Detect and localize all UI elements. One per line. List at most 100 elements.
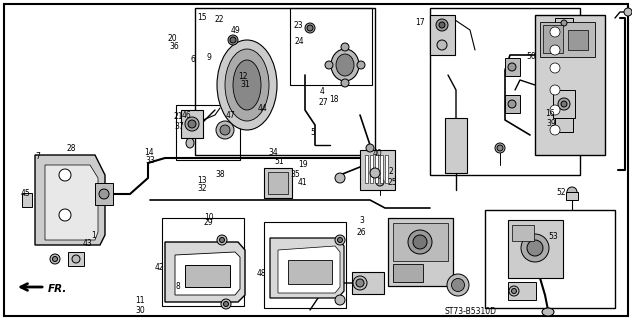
- Text: 24: 24: [295, 37, 305, 46]
- Bar: [568, 30, 588, 50]
- Text: 14: 14: [143, 148, 154, 156]
- Text: 23: 23: [293, 21, 303, 30]
- Bar: [393, 264, 423, 282]
- Text: 34: 34: [268, 148, 278, 156]
- Circle shape: [230, 37, 236, 43]
- Circle shape: [439, 22, 445, 28]
- Polygon shape: [278, 246, 340, 293]
- Circle shape: [228, 35, 238, 45]
- Ellipse shape: [233, 60, 261, 110]
- Text: 30: 30: [135, 306, 145, 315]
- Bar: [555, 18, 573, 28]
- Text: 21: 21: [173, 112, 183, 121]
- Text: 27: 27: [319, 98, 329, 107]
- Bar: [430, 15, 455, 55]
- Text: 4: 4: [320, 87, 325, 96]
- Circle shape: [50, 254, 60, 264]
- Bar: [543, 25, 563, 53]
- Bar: [535, 15, 605, 155]
- Text: 2: 2: [388, 167, 393, 176]
- Circle shape: [305, 23, 315, 33]
- Circle shape: [335, 295, 345, 305]
- Circle shape: [521, 234, 549, 262]
- Circle shape: [558, 98, 570, 110]
- Circle shape: [185, 117, 199, 131]
- Text: 13: 13: [197, 176, 207, 185]
- Text: 47: 47: [226, 111, 236, 120]
- Circle shape: [59, 209, 71, 221]
- Circle shape: [508, 63, 516, 71]
- Text: 18: 18: [329, 95, 339, 104]
- Text: 15: 15: [197, 13, 207, 22]
- Bar: [375, 155, 378, 183]
- Text: 53: 53: [548, 232, 558, 241]
- Bar: [388, 218, 453, 286]
- Bar: [540, 22, 595, 57]
- Bar: [370, 155, 373, 183]
- Bar: [288, 260, 332, 284]
- Text: 52: 52: [556, 188, 566, 196]
- Text: 5: 5: [310, 128, 315, 137]
- Circle shape: [436, 19, 448, 31]
- Text: 10: 10: [204, 213, 214, 222]
- Ellipse shape: [336, 54, 354, 76]
- Polygon shape: [175, 252, 240, 295]
- Circle shape: [413, 235, 427, 249]
- Text: 49: 49: [230, 26, 240, 35]
- Text: 26: 26: [356, 228, 367, 236]
- Text: 43: 43: [82, 239, 92, 248]
- Bar: [555, 118, 573, 132]
- Bar: [393, 223, 448, 261]
- Circle shape: [550, 27, 560, 37]
- Ellipse shape: [331, 49, 359, 81]
- Text: FR.: FR.: [48, 284, 68, 294]
- Bar: [268, 172, 288, 194]
- Circle shape: [59, 169, 71, 181]
- Circle shape: [335, 235, 345, 245]
- Text: 44: 44: [257, 104, 267, 113]
- Polygon shape: [270, 238, 344, 298]
- Bar: [95, 183, 113, 205]
- Circle shape: [99, 189, 109, 199]
- Polygon shape: [45, 165, 98, 240]
- Text: 40: 40: [372, 149, 382, 158]
- Bar: [365, 155, 368, 183]
- Bar: [566, 192, 578, 200]
- Text: 39: 39: [547, 119, 557, 128]
- Circle shape: [341, 43, 349, 51]
- Bar: [290, 8, 372, 85]
- Circle shape: [550, 125, 560, 135]
- Bar: [505, 58, 520, 76]
- Text: 35: 35: [291, 170, 301, 179]
- Text: 8: 8: [176, 282, 181, 291]
- Text: 12: 12: [238, 72, 248, 81]
- Circle shape: [72, 255, 80, 263]
- Text: 16: 16: [545, 109, 555, 118]
- Bar: [195, 8, 375, 155]
- Circle shape: [561, 20, 567, 26]
- Circle shape: [337, 237, 343, 243]
- Polygon shape: [35, 155, 105, 245]
- Text: 36: 36: [169, 42, 179, 51]
- Circle shape: [550, 45, 560, 55]
- Text: 32: 32: [197, 184, 207, 193]
- Text: 42: 42: [154, 263, 164, 272]
- Bar: [162, 218, 244, 306]
- Circle shape: [370, 168, 380, 178]
- Circle shape: [497, 145, 503, 151]
- Bar: [360, 150, 395, 190]
- Bar: [508, 220, 563, 278]
- Circle shape: [356, 279, 364, 287]
- Bar: [22, 193, 32, 207]
- Bar: [385, 155, 388, 183]
- Text: 33: 33: [145, 156, 155, 164]
- Text: 29: 29: [204, 218, 214, 227]
- Circle shape: [567, 187, 577, 197]
- Bar: [430, 8, 580, 175]
- Text: 37: 37: [174, 122, 184, 131]
- Bar: [505, 95, 520, 113]
- Circle shape: [495, 143, 505, 153]
- Polygon shape: [165, 242, 245, 302]
- Bar: [512, 225, 534, 241]
- Circle shape: [437, 40, 447, 50]
